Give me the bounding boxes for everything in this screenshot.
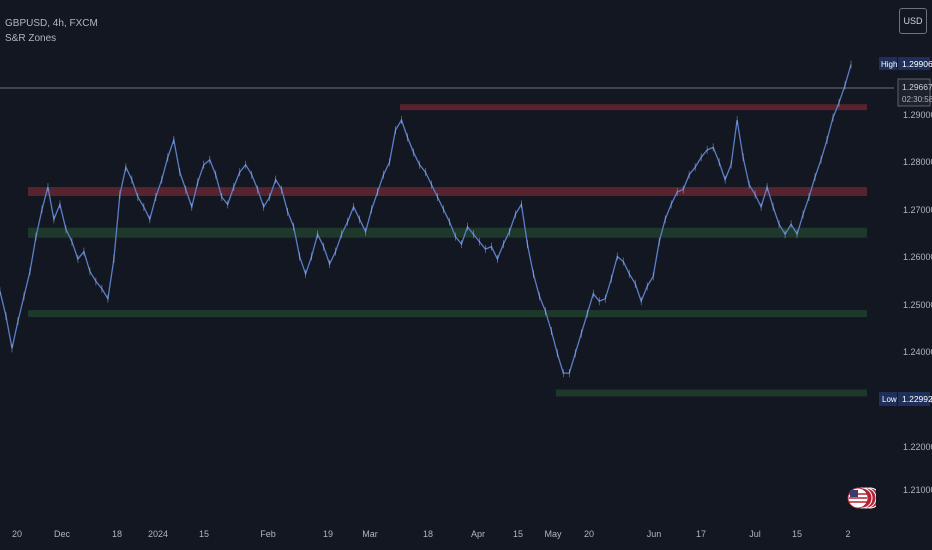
- low-label: Low: [882, 395, 897, 404]
- x-tick-label: Jun: [647, 529, 662, 539]
- support-zone: [556, 389, 867, 397]
- x-tick-label: 20: [12, 529, 22, 539]
- support-zone: [28, 310, 867, 318]
- x-tick-label: Apr: [471, 529, 485, 539]
- support-zone: [28, 227, 867, 238]
- last-price-tag: [897, 78, 931, 107]
- x-tick-label: 15: [792, 529, 802, 539]
- x-tick-label: 2024: [148, 529, 168, 539]
- high-label: High: [881, 60, 897, 69]
- indicator-label[interactable]: S&R Zones: [5, 33, 57, 44]
- low-value: 1.22992: [902, 394, 932, 404]
- currency-button[interactable]: USD: [899, 8, 927, 34]
- y-tick-label: 1.27000: [903, 205, 932, 215]
- last-price-value: 1.29667: [902, 82, 932, 92]
- low-value-tag: [898, 392, 930, 406]
- y-tick-label: 1.28000: [903, 157, 932, 167]
- x-tick-label: May: [544, 529, 562, 539]
- y-tick-label: 1.25000: [903, 300, 932, 310]
- x-tick-label: 17: [696, 529, 706, 539]
- low-tag: [879, 392, 897, 406]
- x-tick-label: Mar: [362, 529, 378, 539]
- x-tick-label: Dec: [54, 529, 71, 539]
- flag-icon[interactable]: [846, 484, 876, 512]
- y-tick-label: 1.22000: [903, 442, 932, 452]
- high-value-tag: [898, 57, 930, 70]
- resistance-zone: [400, 104, 867, 111]
- y-tick-label: 1.21000: [903, 485, 932, 495]
- resistance-zone: [28, 187, 867, 196]
- x-tick-label: 18: [423, 529, 433, 539]
- y-tick-label: 1.26000: [903, 252, 932, 262]
- x-tick-label: 15: [513, 529, 523, 539]
- x-tick-label: Jul: [749, 529, 761, 539]
- x-tick-label: Feb: [260, 529, 276, 539]
- symbol-title: GBPUSD, 4h, FXCM: [5, 18, 98, 29]
- price-series-line[interactable]: [0, 64, 852, 374]
- countdown: 02:30:58: [902, 95, 932, 104]
- y-tick-label: 1.29000: [903, 110, 932, 120]
- x-tick-label: 20: [584, 529, 594, 539]
- x-tick-label: 15: [199, 529, 209, 539]
- high-value: 1.29906: [902, 59, 932, 69]
- high-tag: [879, 57, 897, 70]
- x-tick-label: 2: [845, 529, 850, 539]
- y-tick-label: 1.24000: [903, 347, 932, 357]
- x-tick-label: 19: [323, 529, 333, 539]
- x-tick-label: 18: [112, 529, 122, 539]
